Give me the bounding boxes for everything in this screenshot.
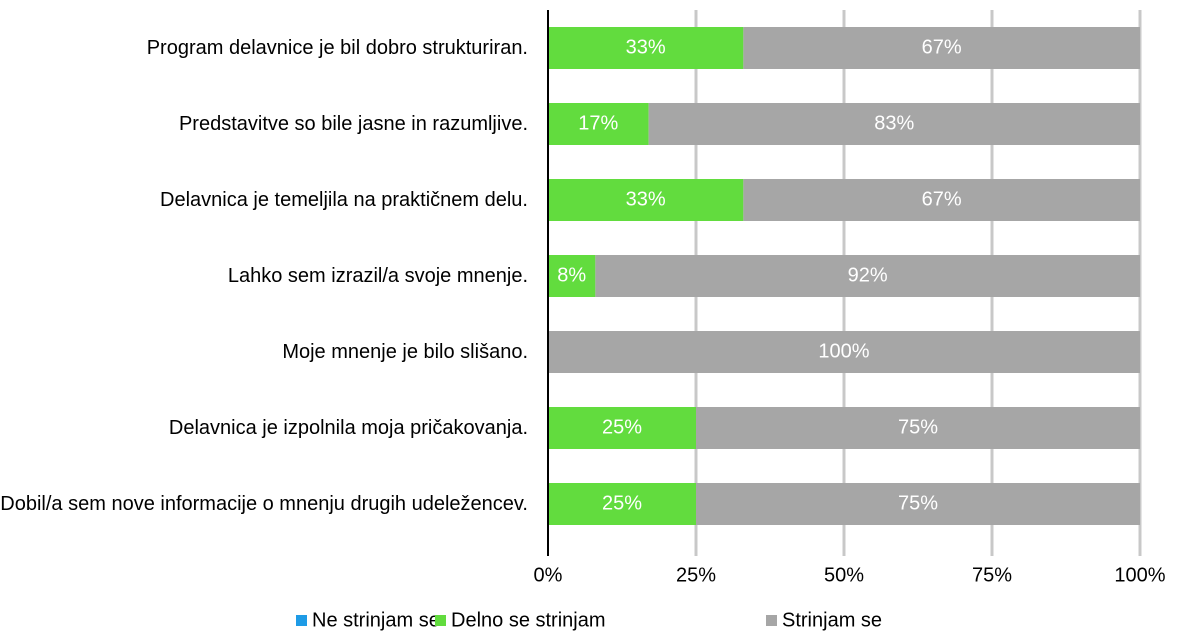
bar-segment [696, 483, 1140, 525]
bar-segment [548, 483, 696, 525]
legend-swatch [435, 615, 446, 626]
x-tick-label: 0% [534, 564, 563, 586]
category-label: Delavnica je izpolnila moja pričakovanja… [168, 417, 528, 439]
data-label: 75% [898, 492, 938, 514]
data-label: 25% [602, 416, 642, 438]
bar-segment [595, 255, 1140, 297]
bar-segment [548, 331, 1140, 373]
bar-segment [648, 103, 1140, 145]
category-label: Predstavitve so bile jasne in razumljive… [178, 113, 528, 135]
bar-segment [548, 27, 744, 69]
data-label: 67% [922, 188, 962, 210]
x-tick-label: 75% [972, 564, 1012, 586]
bar-segment [696, 407, 1140, 449]
category-label: Moje mnenje je bilo slišano. [282, 341, 528, 363]
category-label: Program delavnice je bil dobro strukturi… [146, 37, 528, 59]
bar-segment [743, 27, 1140, 69]
category-label: Dobil/a sem nove informacije o mnenju dr… [0, 493, 528, 515]
data-label: 67% [922, 36, 962, 58]
bar-segment [548, 179, 744, 221]
data-label: 83% [874, 112, 914, 134]
bar-segment [743, 179, 1140, 221]
legend-swatch [766, 615, 777, 626]
legend-label: Delno se strinjam [451, 609, 606, 631]
bar-segment [548, 407, 696, 449]
legend-label: Ne strinjam se [312, 609, 440, 631]
data-label: 100% [818, 340, 869, 362]
legend-swatch [296, 615, 307, 626]
data-label: 33% [626, 36, 666, 58]
bar-segment [548, 103, 649, 145]
x-tick-label: 25% [676, 564, 716, 586]
data-label: 92% [848, 264, 888, 286]
data-label: 33% [626, 188, 666, 210]
data-label: 8% [557, 264, 586, 286]
data-label: 17% [578, 112, 618, 134]
category-label: Lahko sem izrazil/a svoje mnenje. [227, 265, 528, 287]
category-label: Delavnica je temeljila na praktičnem del… [160, 189, 528, 211]
x-tick-label: 50% [824, 564, 864, 586]
x-tick-label: 100% [1114, 564, 1165, 586]
bar-segment [548, 255, 596, 297]
data-label: 25% [602, 492, 642, 514]
legend-label: Strinjam se [782, 609, 882, 631]
data-label: 75% [898, 416, 938, 438]
